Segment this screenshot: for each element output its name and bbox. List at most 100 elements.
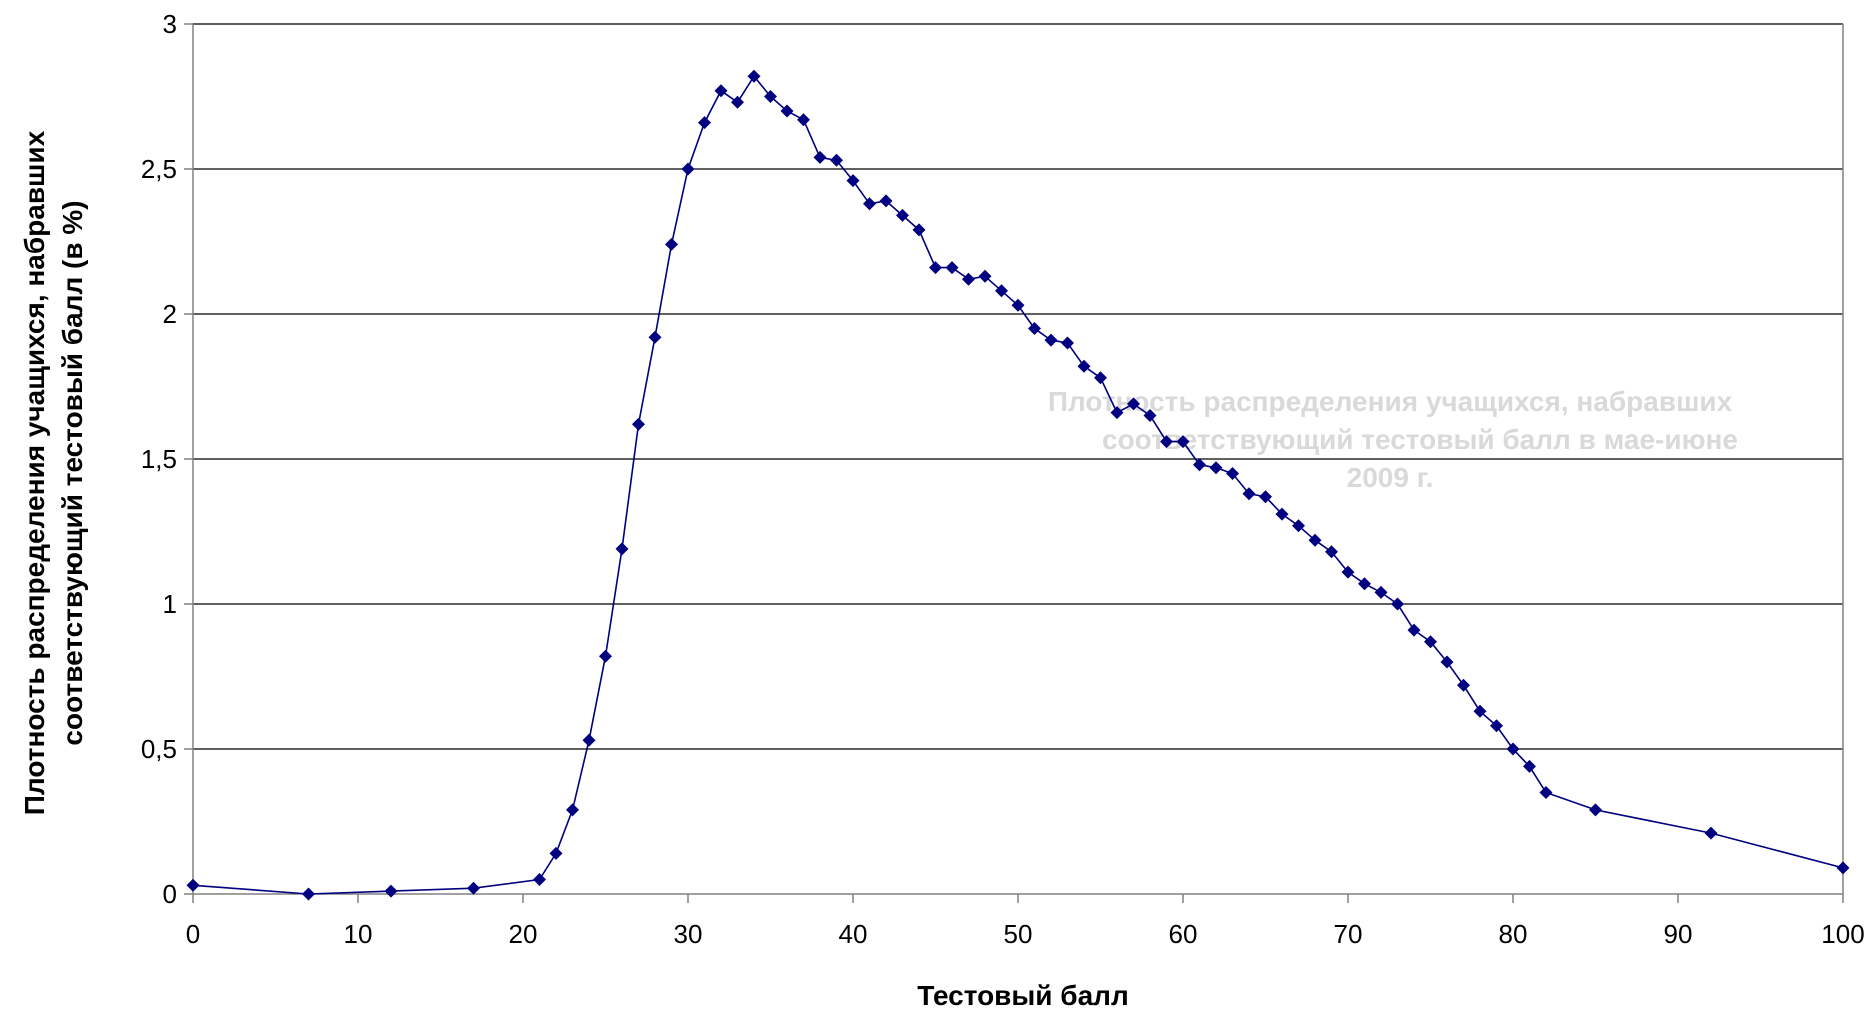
data-point-4 (533, 873, 546, 886)
data-point-9 (615, 542, 629, 556)
data-point-64 (1523, 759, 1536, 773)
tick-labels: 00,511,522,530 10 20 30 40 50 60 70 80 90 100 (141, 9, 1865, 949)
data-point-55 (1374, 585, 1388, 599)
data-point-60 (1457, 678, 1470, 692)
data-point-7 (582, 733, 596, 747)
x-tick-label-8: 80 (1499, 919, 1528, 949)
data-point-21 (813, 150, 827, 164)
data-point-59 (1440, 655, 1454, 669)
x-tick-label-5: 50 (1004, 919, 1033, 949)
axes (184, 23, 1844, 903)
data-point-40 (1127, 397, 1140, 411)
data-point-22 (830, 153, 843, 167)
grid-lines (193, 23, 1843, 750)
annotation-line-0: Плотность распределения учащихся, набрав… (1048, 386, 1733, 417)
x-tick-label-9: 90 (1664, 919, 1693, 949)
data-point-13 (681, 162, 695, 176)
y-tick-label-0: 0 (163, 879, 177, 909)
x-axis-title: Тестовый балл (917, 980, 1129, 1011)
x-tick-label-3: 30 (674, 919, 703, 949)
data-point-62 (1490, 719, 1503, 733)
chart-annotation: Плотность распределения учащихся, набрав… (1048, 386, 1738, 493)
data-point-2 (384, 884, 398, 898)
data-point-34 (1028, 322, 1041, 335)
y-tick-label-1: 0,5 (141, 734, 177, 764)
y-tick-label-2: 1 (163, 589, 177, 619)
data-point-6 (566, 803, 579, 817)
data-point-56 (1391, 597, 1404, 611)
data-point-42 (1160, 435, 1173, 449)
data-point-38 (1094, 371, 1107, 385)
data-point-17 (747, 69, 761, 83)
data-point-19 (780, 104, 794, 118)
data-point-28 (929, 261, 942, 275)
data-point-49 (1275, 507, 1289, 521)
x-tick-label-10: 100 (1821, 919, 1864, 949)
data-point-18 (764, 90, 777, 103)
data-point-1 (302, 887, 315, 901)
data-point-37 (1077, 359, 1091, 373)
data-point-15 (714, 84, 728, 98)
series-line-path (192, 74, 1844, 895)
y-axis-title-line-0: Плотность распределения учащихся, набрав… (19, 130, 50, 815)
data-point-36 (1061, 336, 1074, 350)
data-point-8 (599, 649, 612, 663)
data-point-57 (1407, 623, 1421, 637)
data-point-53 (1341, 565, 1355, 579)
x-tick-label-7: 70 (1334, 919, 1363, 949)
x-tick-label-6: 60 (1169, 919, 1198, 949)
x-tick-label-1: 10 (344, 919, 373, 949)
data-point-0 (186, 878, 200, 892)
data-point-65 (1539, 786, 1553, 799)
data-point-33 (1011, 298, 1025, 312)
data-point-43 (1176, 435, 1190, 449)
data-point-30 (962, 272, 975, 286)
series-line (186, 69, 1850, 901)
data-point-29 (945, 261, 959, 275)
data-point-58 (1424, 635, 1437, 649)
data-point-41 (1143, 409, 1157, 422)
data-point-10 (632, 417, 645, 431)
data-point-48 (1259, 490, 1272, 504)
data-point-32 (995, 284, 1008, 298)
y-axis-title-line-1: соответствующий тестовый балл (в %) (57, 200, 88, 745)
data-point-26 (896, 208, 909, 222)
data-point-5 (549, 846, 563, 860)
y-tick-label-4: 2 (163, 299, 177, 329)
data-point-67 (1704, 826, 1718, 840)
annotation-line-2: 2009 г. (1347, 462, 1434, 493)
data-point-54 (1358, 577, 1371, 591)
data-point-63 (1506, 742, 1520, 756)
data-point-45 (1209, 461, 1223, 475)
axis-titles: Тестовый балл Плотность распределения уча… (19, 130, 1129, 1011)
y-tick-label-6: 3 (163, 9, 177, 39)
x-tick-label-0: 0 (186, 919, 200, 949)
data-point-47 (1242, 487, 1256, 501)
data-point-24 (863, 197, 876, 211)
data-point-46 (1226, 467, 1239, 480)
data-point-23 (846, 174, 860, 188)
data-point-20 (797, 113, 810, 127)
data-point-50 (1292, 519, 1305, 533)
data-point-14 (698, 116, 711, 130)
data-point-61 (1473, 704, 1487, 718)
data-point-52 (1325, 545, 1338, 559)
data-point-12 (665, 237, 678, 251)
data-point-3 (467, 881, 480, 895)
data-point-66 (1589, 803, 1602, 817)
x-tick-label-2: 20 (509, 919, 538, 949)
y-tick-label-5: 2,5 (141, 154, 177, 184)
data-point-39 (1110, 406, 1124, 420)
x-tick-label-4: 40 (839, 919, 868, 949)
data-point-27 (912, 223, 926, 237)
data-point-25 (879, 194, 893, 208)
y-tick-label-3: 1,5 (141, 444, 177, 474)
annotation-line-1: соответствующий тестовый балл в мае-июне (1102, 424, 1738, 455)
data-point-44 (1193, 458, 1206, 472)
data-point-51 (1308, 533, 1322, 547)
data-point-11 (648, 330, 662, 344)
data-point-68 (1836, 861, 1850, 875)
data-point-16 (731, 95, 744, 109)
